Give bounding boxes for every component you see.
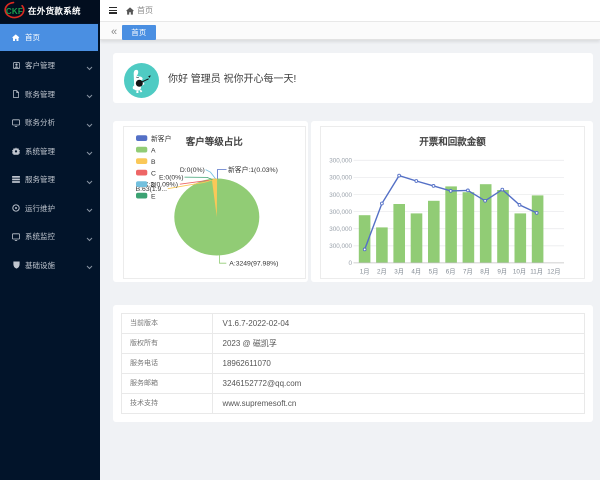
svg-text:4月: 4月 (411, 268, 421, 276)
svg-text:8月: 8月 (480, 268, 490, 276)
svg-text:300,000: 300,000 (329, 192, 352, 199)
svg-text:300,000: 300,000 (329, 209, 352, 216)
svg-text:300,000: 300,000 (329, 158, 352, 165)
svg-text:E:0(0%): E:0(0%) (159, 174, 184, 181)
svg-text:D: D (151, 182, 156, 189)
svg-text:C:3(0.09%): C:3(0.09%) (144, 182, 178, 189)
svg-text:CKF: CKF (6, 7, 23, 16)
svg-text:300,000: 300,000 (329, 226, 352, 233)
svg-text:1月: 1月 (360, 268, 370, 276)
svg-text:300,000: 300,000 (329, 175, 352, 182)
svg-text:12月: 12月 (547, 268, 560, 276)
svg-text:300,000: 300,000 (329, 243, 352, 250)
svg-text:5月: 5月 (429, 268, 439, 276)
svg-text:D:0(0%): D:0(0%) (180, 167, 205, 174)
svg-text:新客户: 新客户 (151, 134, 171, 143)
svg-text:B: B (151, 159, 156, 166)
svg-text:E: E (151, 194, 156, 201)
svg-text:0: 0 (348, 260, 352, 267)
svg-text:A:3249(97.98%): A:3249(97.98%) (229, 260, 278, 267)
svg-text:9月: 9月 (497, 268, 507, 276)
svg-text:10月: 10月 (513, 268, 526, 276)
svg-text:6月: 6月 (446, 268, 456, 276)
svg-text:7月: 7月 (463, 268, 473, 276)
svg-text:新客户:1(0.03%): 新客户:1(0.03%) (228, 165, 278, 174)
svg-text:C: C (151, 171, 156, 178)
svg-text:A: A (151, 148, 156, 155)
svg-text:2月: 2月 (377, 268, 387, 276)
svg-text:B:63(1.9...: B:63(1.9... (136, 186, 167, 193)
svg-text:11月: 11月 (530, 268, 543, 276)
svg-text:3月: 3月 (394, 268, 404, 276)
